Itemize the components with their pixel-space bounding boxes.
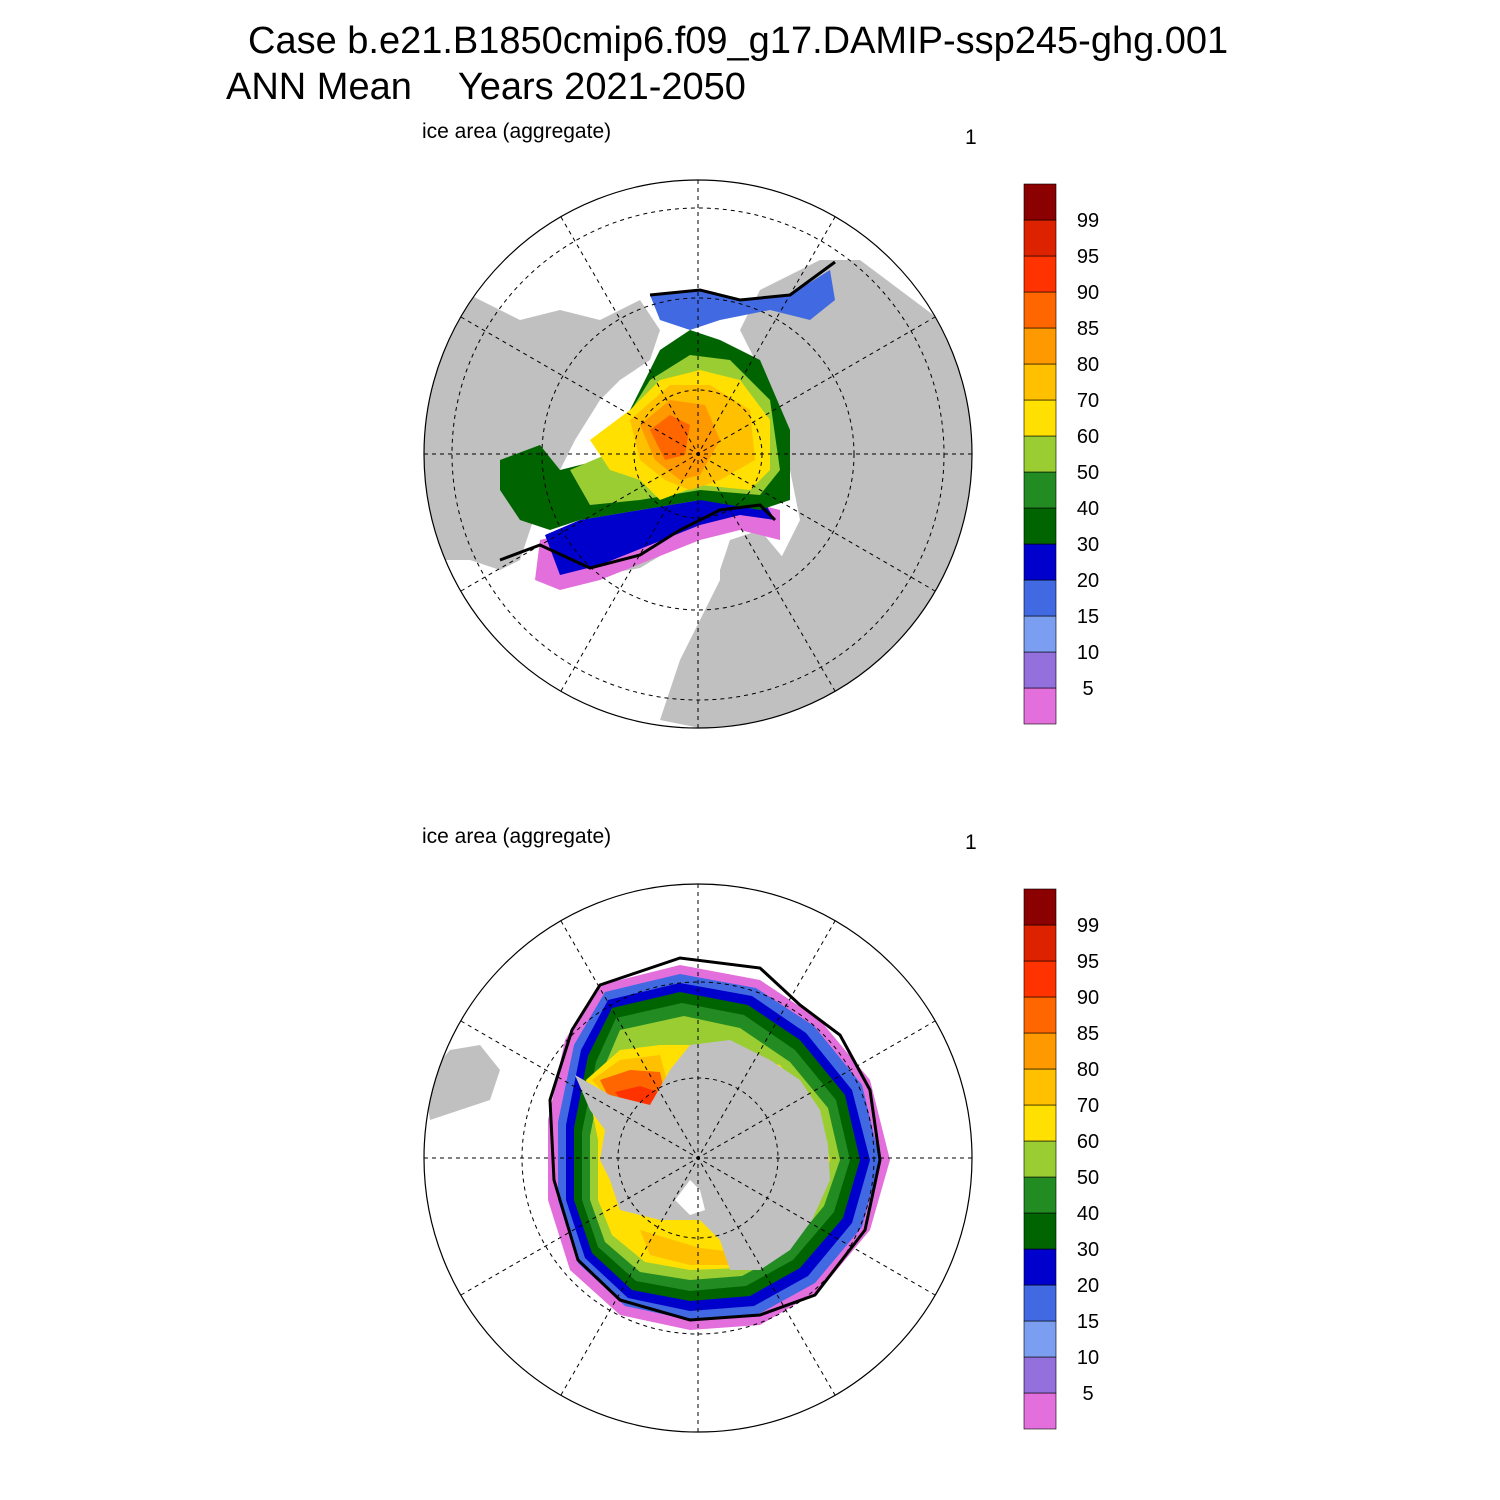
colorbar-tick-label: 30	[1077, 1239, 1099, 1261]
colorbar-swatch	[1023, 1320, 1057, 1358]
colorbar-tick-label: 90	[1077, 282, 1099, 304]
colorbar-tick-label: 50	[1077, 462, 1099, 484]
colorbar-swatch	[1023, 960, 1057, 998]
colorbar-swatch	[1023, 1140, 1057, 1178]
colorbar-tick-label: 70	[1077, 390, 1099, 412]
colorbar-tick-label: 60	[1077, 1131, 1099, 1153]
colorbar-swatch	[1023, 1356, 1057, 1394]
colorbar-tick-label: 10	[1077, 1347, 1099, 1369]
north-graticule	[424, 180, 972, 728]
colorbar-swatch	[1023, 1176, 1057, 1214]
south-polar-map	[423, 883, 973, 1433]
colorbar-tick-label: 15	[1077, 606, 1099, 628]
colorbar-tick-label: 20	[1077, 570, 1099, 592]
colorbar-tick-label: 20	[1077, 1275, 1099, 1297]
colorbar-tick-label: 85	[1077, 318, 1099, 340]
colorbar-swatch	[1023, 327, 1057, 365]
colorbar-swatch	[1023, 291, 1057, 329]
colorbar-swatch	[1023, 435, 1057, 473]
colorbar-tick-label: 15	[1077, 1311, 1099, 1333]
colorbar-swatch	[1023, 543, 1057, 581]
colorbar-swatch	[1023, 183, 1057, 221]
season-label: ANN Mean	[226, 66, 412, 108]
colorbar-tick-label: 5	[1082, 678, 1093, 700]
colorbar-swatch	[1023, 687, 1057, 725]
south-panel-title: ice area (aggregate)	[422, 825, 612, 848]
south-colorbar: 5 10 15 20 30 40 50 60 70 80 85 90 95 99	[1023, 888, 1099, 1430]
colorbar-swatch	[1023, 615, 1057, 653]
colorbar-swatch	[1023, 471, 1057, 509]
south-america-land	[424, 1045, 500, 1120]
colorbar-swatch	[1023, 579, 1057, 617]
north-polar-map	[423, 179, 973, 729]
colorbar-swatch	[1023, 255, 1057, 293]
colorbar-swatch	[1023, 1068, 1057, 1106]
colorbar-swatch	[1023, 651, 1057, 689]
colorbar-swatch	[1023, 996, 1057, 1034]
antarctica-land	[575, 1040, 830, 1270]
colorbar-swatch	[1023, 1392, 1057, 1430]
north-america-land	[424, 295, 660, 570]
colorbar-tick-label: 95	[1077, 246, 1099, 268]
case-title: Case b.e21.B1850cmip6.f09_g17.DAMIP-ssp2…	[248, 20, 1229, 62]
colorbar-swatch	[1023, 1104, 1057, 1142]
north-panel-title: ice area (aggregate)	[422, 120, 612, 143]
north-panel-value: 1	[965, 126, 977, 149]
south-observed-ice-edge	[548, 956, 882, 1322]
south-panel-value: 1	[965, 831, 977, 854]
colorbar-swatch	[1023, 1212, 1057, 1250]
south-map-border	[423, 883, 973, 1433]
colorbar-tick-label: 70	[1077, 1095, 1099, 1117]
north-colorbar: 5 10 15 20 30 40 50 60 70 80 85 90 95 99	[1023, 183, 1099, 725]
colorbar-swatch	[1023, 1284, 1057, 1322]
colorbar-swatch	[1023, 507, 1057, 545]
colorbar-tick-label: 5	[1082, 1383, 1093, 1405]
colorbar-tick-label: 95	[1077, 951, 1099, 973]
colorbar-tick-label: 60	[1077, 426, 1099, 448]
colorbar-tick-label: 40	[1077, 1203, 1099, 1225]
period-title: ANN Mean Years 2021-2050	[226, 66, 746, 109]
colorbar-tick-label: 10	[1077, 642, 1099, 664]
north-map-border	[423, 179, 973, 729]
colorbar-tick-label: 30	[1077, 534, 1099, 556]
colorbar-tick-label: 85	[1077, 1023, 1099, 1045]
scandinavia-land	[720, 530, 785, 630]
colorbar-tick-label: 99	[1077, 915, 1099, 937]
colorbar-tick-label: 50	[1077, 1167, 1099, 1189]
colorbar-tick-label: 80	[1077, 1059, 1099, 1081]
colorbar-tick-label: 40	[1077, 498, 1099, 520]
colorbar-swatch	[1023, 888, 1057, 926]
south-graticule	[424, 884, 972, 1432]
colorbar-tick-label: 90	[1077, 987, 1099, 1009]
years-label: Years 2021-2050	[457, 66, 746, 108]
colorbar-swatch	[1023, 399, 1057, 437]
colorbar-swatch	[1023, 924, 1057, 962]
colorbar-swatch	[1023, 219, 1057, 257]
colorbar-swatch	[1023, 1248, 1057, 1286]
colorbar-swatch	[1023, 1032, 1057, 1070]
colorbar-tick-label: 99	[1077, 210, 1099, 232]
colorbar-tick-label: 80	[1077, 354, 1099, 376]
colorbar-swatch	[1023, 363, 1057, 401]
north-observed-ice-edge	[499, 260, 836, 570]
